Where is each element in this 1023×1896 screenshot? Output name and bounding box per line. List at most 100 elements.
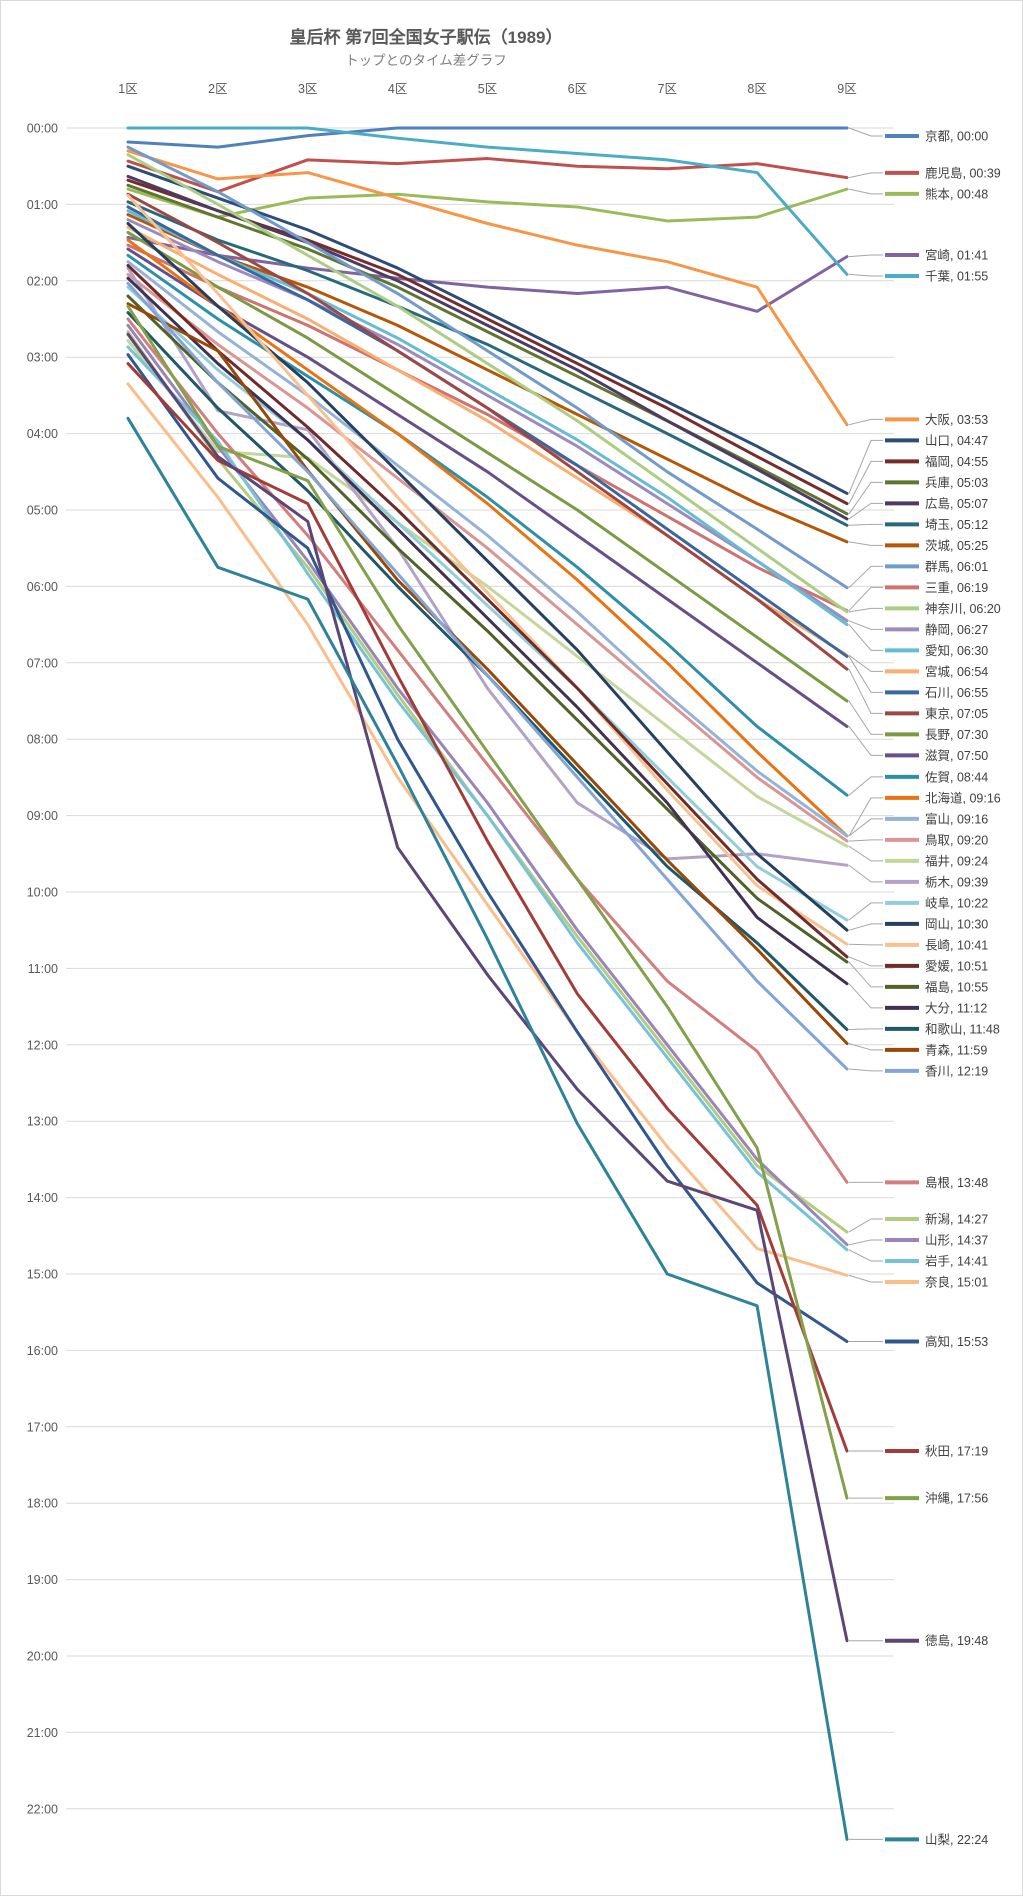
y-tick-label: 18:00 bbox=[27, 1497, 58, 1511]
series-line bbox=[126, 302, 849, 1046]
series-line bbox=[126, 281, 849, 1071]
x-tick-label: 3区 bbox=[298, 82, 317, 96]
series-label: 京都, 00:00 bbox=[925, 130, 988, 144]
label-leader-line bbox=[848, 502, 883, 520]
series-line bbox=[126, 382, 849, 1277]
series-line bbox=[126, 353, 849, 1343]
series-label: 佐賀, 08:44 bbox=[925, 770, 988, 784]
label-leader-line bbox=[848, 864, 883, 883]
series-line bbox=[126, 247, 849, 728]
series-label: 福井, 09:24 bbox=[925, 853, 988, 868]
series-label: 神奈川, 06:20 bbox=[925, 602, 1001, 616]
series-line bbox=[126, 294, 849, 964]
y-tick-label: 14:00 bbox=[27, 1191, 58, 1205]
x-tick-label: 8区 bbox=[747, 82, 766, 96]
label-leader-line bbox=[848, 1274, 883, 1283]
series-label: 山口, 04:47 bbox=[925, 434, 988, 448]
series-line bbox=[126, 192, 849, 671]
label-leader-line bbox=[848, 607, 883, 613]
label-leader-line bbox=[848, 656, 883, 693]
y-tick-label: 22:00 bbox=[27, 1802, 58, 1816]
label-leader-line bbox=[848, 983, 883, 1009]
series-label: 岡山, 10:30 bbox=[925, 917, 988, 931]
label-leader-line bbox=[848, 726, 883, 756]
series-label: 群馬, 06:01 bbox=[925, 560, 988, 574]
series-label: 山形, 14:37 bbox=[925, 1233, 988, 1247]
label-leader-line bbox=[848, 620, 883, 630]
series-label: 山梨, 22:24 bbox=[925, 1833, 988, 1847]
series-line bbox=[126, 285, 849, 922]
series-line bbox=[126, 187, 849, 223]
label-leader-line bbox=[848, 586, 883, 611]
y-tick-label: 11:00 bbox=[28, 962, 58, 976]
series-label: 愛知, 06:30 bbox=[925, 644, 988, 658]
series-label: 栃木, 09:39 bbox=[925, 875, 988, 889]
series-line bbox=[126, 264, 849, 959]
y-tick-label: 15:00 bbox=[27, 1268, 58, 1282]
label-leader-line bbox=[848, 1239, 883, 1246]
label-leader-line bbox=[848, 127, 883, 137]
label-leader-line bbox=[848, 700, 883, 735]
x-axis-tick-labels: 1区 2区 3区 4区 5区 6区 7区 8区 9区 bbox=[118, 82, 856, 96]
series-label: 徳島, 19:48 bbox=[925, 1633, 988, 1648]
chart-title: 皇后杯 第7回全国女子駅伝（1989） bbox=[290, 27, 563, 47]
label-leader-line bbox=[848, 961, 883, 988]
series-line bbox=[126, 126, 849, 276]
series-label: 滋賀, 07:50 bbox=[925, 748, 988, 763]
series-label: 富山, 09:16 bbox=[925, 811, 988, 826]
series-label: 熊本, 00:48 bbox=[925, 186, 988, 201]
label-leader-line bbox=[848, 923, 883, 931]
series-line bbox=[126, 153, 849, 614]
y-axis-tick-labels: 00:00 01:00 02:00 03:00 04:00 05:00 06:00 07:00… bbox=[27, 122, 58, 1817]
label-leader-line bbox=[848, 654, 883, 672]
series-line bbox=[126, 253, 849, 797]
series-line bbox=[126, 145, 849, 590]
label-leader-line bbox=[848, 481, 883, 515]
y-tick-label: 02:00 bbox=[27, 274, 58, 288]
series-line bbox=[126, 317, 849, 1184]
series-label: 兵庫, 05:03 bbox=[925, 476, 988, 490]
series-lines-group bbox=[126, 126, 849, 1841]
label-leader-line bbox=[848, 1068, 883, 1072]
label-leader-lines-group bbox=[848, 127, 883, 1840]
label-leader-line bbox=[848, 818, 883, 837]
y-tick-label: 05:00 bbox=[27, 504, 58, 518]
y-tick-label: 06:00 bbox=[27, 580, 58, 594]
series-line bbox=[126, 304, 849, 1500]
y-tick-label: 17:00 bbox=[27, 1420, 58, 1434]
series-label: 奈良, 15:01 bbox=[925, 1274, 988, 1289]
chart-subtitle: トップとのタイム差グラフ bbox=[345, 53, 507, 68]
label-leader-line bbox=[848, 668, 883, 714]
series-label: 新潟, 14:27 bbox=[925, 1211, 988, 1226]
x-tick-label: 4区 bbox=[388, 82, 407, 96]
series-line bbox=[126, 209, 849, 627]
label-leader-line bbox=[848, 1249, 883, 1262]
x-tick-label: 5区 bbox=[478, 82, 497, 96]
series-label: 島根, 13:48 bbox=[925, 1175, 988, 1190]
y-tick-label: 08:00 bbox=[27, 733, 58, 747]
y-tick-label: 07:00 bbox=[27, 656, 58, 670]
series-label: 福岡, 04:55 bbox=[925, 454, 988, 469]
series-label: 高知, 15:53 bbox=[925, 1334, 988, 1349]
series-line bbox=[126, 200, 849, 527]
series-label: 沖縄, 17:56 bbox=[925, 1491, 988, 1506]
series-label: 大阪, 03:53 bbox=[925, 413, 988, 427]
series-line bbox=[126, 345, 849, 1252]
y-tick-label: 03:00 bbox=[27, 351, 58, 365]
x-tick-label: 6区 bbox=[568, 82, 587, 96]
series-label: 広島, 05:07 bbox=[925, 496, 988, 511]
series-line bbox=[126, 243, 849, 613]
series-line bbox=[126, 193, 849, 946]
label-leader-line bbox=[848, 797, 883, 837]
series-line bbox=[126, 339, 849, 848]
label-leader-line bbox=[848, 902, 883, 921]
series-label: 静岡, 06:27 bbox=[925, 623, 988, 637]
series-line bbox=[126, 213, 849, 544]
y-tick-label: 16:00 bbox=[27, 1344, 58, 1358]
series-label: 長崎, 10:41 bbox=[925, 938, 988, 952]
label-leader-line bbox=[848, 172, 883, 179]
series-line bbox=[126, 362, 849, 1453]
label-leader-line bbox=[848, 1218, 883, 1233]
